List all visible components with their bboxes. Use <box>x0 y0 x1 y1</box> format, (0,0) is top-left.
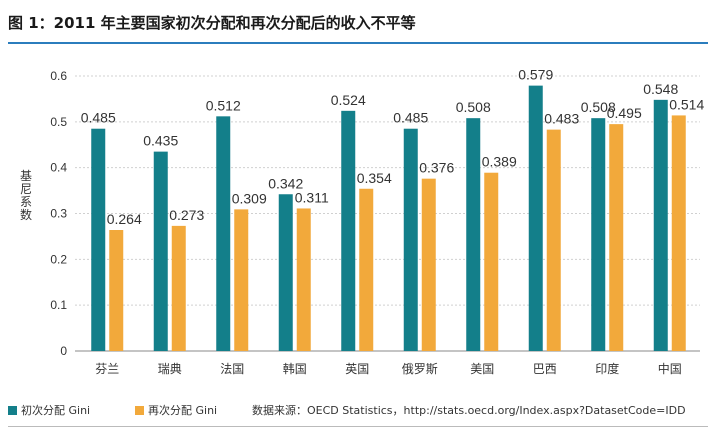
data-label-secondary: 0.389 <box>482 154 517 170</box>
y-tick-label: 0 <box>60 344 67 358</box>
bottom-divider <box>8 426 708 427</box>
bar-secondary <box>421 178 436 351</box>
data-label-secondary: 0.273 <box>169 207 204 223</box>
y-tick-label: 0.1 <box>50 298 67 312</box>
data-label-primary: 0.485 <box>81 110 116 126</box>
data-label-secondary: 0.483 <box>544 111 579 127</box>
bar-primary <box>341 110 356 351</box>
data-label-primary: 0.485 <box>393 110 428 126</box>
bar-secondary <box>234 209 249 351</box>
bar-primary <box>278 194 293 351</box>
bar-secondary <box>609 124 624 351</box>
x-tick-label: 中国 <box>658 361 682 376</box>
legend-item-primary: 初次分配 Gini <box>8 402 90 418</box>
y-tick-label: 0.6 <box>50 69 67 83</box>
data-label-primary: 0.512 <box>206 97 241 113</box>
legend-label-secondary: 再次分配 Gini <box>148 404 218 417</box>
bar-primary <box>153 151 168 351</box>
y-axis-label-char: 基 <box>20 169 32 183</box>
x-tick-label: 芬兰 <box>95 362 119 376</box>
data-label-primary: 0.579 <box>518 67 553 83</box>
x-tick-label: 印度 <box>595 361 619 376</box>
y-tick-label: 0.5 <box>50 115 67 129</box>
bar-secondary <box>109 230 124 351</box>
x-tick-label: 瑞典 <box>158 362 182 376</box>
data-label-primary: 0.524 <box>331 92 366 108</box>
data-label-primary: 0.342 <box>268 175 303 191</box>
legend-swatch-primary <box>8 405 17 415</box>
y-axis-label-char: 数 <box>20 207 32 222</box>
bar-primary <box>591 118 606 352</box>
bar-secondary <box>359 188 374 351</box>
x-tick-label: 法国 <box>220 362 244 376</box>
bar-primary <box>528 85 543 351</box>
x-tick-label: 韩国 <box>283 361 307 376</box>
y-axis-label-char: 尼 <box>20 182 32 196</box>
data-label-secondary: 0.495 <box>607 105 642 121</box>
data-label-secondary: 0.354 <box>357 170 392 186</box>
x-tick-label: 美国 <box>470 362 494 376</box>
bar-secondary <box>671 115 686 352</box>
legend-item-secondary: 再次分配 Gini <box>135 402 217 418</box>
bar-secondary <box>546 129 561 351</box>
y-axis-label-char: 系 <box>20 195 32 209</box>
bar-primary <box>91 128 106 351</box>
data-label-primary: 0.548 <box>643 81 678 97</box>
y-tick-label: 0.3 <box>50 207 67 221</box>
bar-primary <box>466 118 481 352</box>
y-tick-label: 0.2 <box>50 252 67 266</box>
data-label-secondary: 0.376 <box>419 160 454 176</box>
bar-secondary <box>484 172 499 351</box>
y-tick-label: 0.4 <box>50 161 67 175</box>
data-label-secondary: 0.311 <box>295 189 329 205</box>
bar-primary <box>653 99 668 351</box>
data-label-secondary: 0.264 <box>107 211 142 227</box>
bar-primary <box>403 128 418 351</box>
data-label-secondary: 0.309 <box>232 190 267 206</box>
legend-swatch-secondary <box>135 405 144 415</box>
bar-secondary <box>296 208 311 351</box>
data-source: 数据来源：OECD Statistics，http://stats.oecd.o… <box>252 404 686 417</box>
bar-primary <box>216 116 231 351</box>
x-tick-label: 巴西 <box>533 362 557 376</box>
chart-title: 图 1：2011 年主要国家初次分配和再次分配后的收入不平等 <box>8 14 416 32</box>
data-label-primary: 0.435 <box>143 133 178 149</box>
legend-label-primary: 初次分配 Gini <box>21 404 91 417</box>
x-tick-label: 俄罗斯 <box>402 362 438 376</box>
data-label-secondary: 0.514 <box>669 96 704 112</box>
data-label-primary: 0.508 <box>456 99 491 115</box>
x-tick-label: 英国 <box>345 362 369 376</box>
title-divider <box>8 42 708 44</box>
data-label-primary: 0.508 <box>581 99 616 115</box>
bar-secondary <box>171 225 186 351</box>
